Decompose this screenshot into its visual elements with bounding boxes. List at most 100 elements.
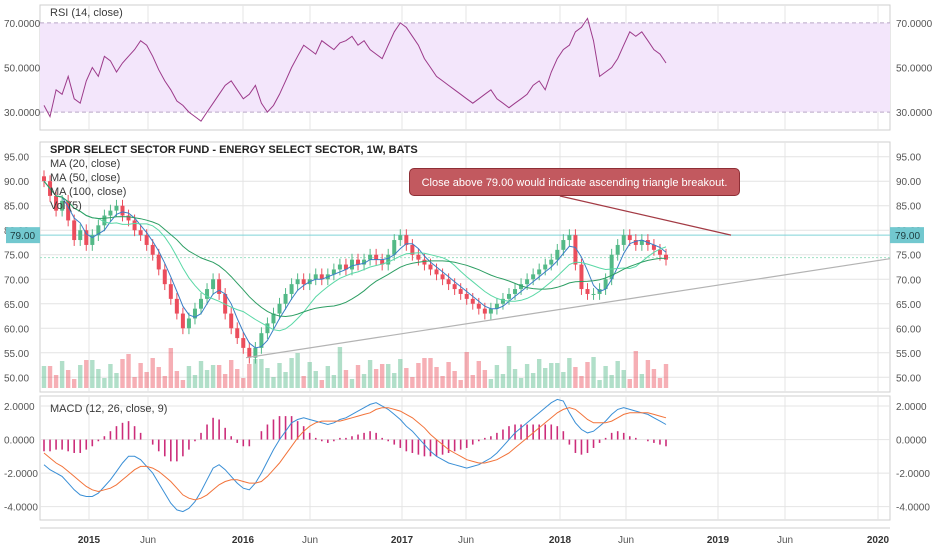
- volume-bar: [84, 360, 89, 388]
- volume-bar: [440, 376, 445, 388]
- volume-bar: [126, 354, 131, 388]
- volume-bar: [210, 365, 216, 388]
- candle-body: [349, 259, 354, 270]
- candle-body: [537, 269, 542, 275]
- candle-body: [506, 293, 511, 299]
- candle-body: [615, 244, 620, 255]
- volume-bar: [277, 363, 282, 388]
- candle-body: [301, 279, 306, 285]
- candle-body: [356, 259, 361, 265]
- price-tick-label-right: 55.00: [896, 349, 921, 360]
- candle-body: [174, 298, 179, 314]
- candle-body: [410, 244, 415, 255]
- price-tick-label-right: 75.00: [896, 251, 921, 262]
- candle-body: [567, 235, 572, 241]
- price-tick-label-left: 75.00: [4, 251, 29, 262]
- candle-body: [476, 303, 481, 309]
- volume-bar: [355, 365, 361, 388]
- candle-body: [247, 347, 252, 358]
- candle-body: [482, 308, 487, 314]
- volume-bar: [168, 348, 174, 388]
- volume-bar: [591, 357, 596, 388]
- candle-body: [440, 274, 445, 280]
- candle-body: [108, 210, 113, 216]
- candle-body: [603, 279, 608, 290]
- annotation-callout[interactable]: Close above 79.00 would indicate ascendi…: [409, 168, 740, 196]
- candle-body: [180, 313, 185, 329]
- volume-bar: [524, 364, 530, 388]
- volume-bar: [536, 359, 542, 388]
- legend-ma100[interactable]: MA (100, close): [50, 186, 127, 198]
- volume-bar: [343, 370, 349, 388]
- candle-body: [241, 338, 246, 348]
- candle-body: [500, 298, 505, 304]
- volume-bar: [452, 371, 457, 388]
- price-tick-label-left: 55.00: [4, 349, 29, 360]
- candle-body: [422, 259, 427, 265]
- volume-bar: [283, 372, 288, 388]
- volume-bar: [96, 369, 101, 388]
- x-tick-label: 2018: [549, 535, 572, 546]
- candle-body: [549, 259, 554, 265]
- candle-body: [84, 230, 89, 245]
- volume-bar: [518, 378, 524, 388]
- volume-bar: [579, 376, 584, 388]
- level-79-label-right: 79.00: [895, 231, 920, 242]
- legend-ma20[interactable]: MA (20, close): [50, 158, 121, 170]
- volume-bar: [549, 363, 554, 388]
- ma20-line: [43, 180, 667, 349]
- candle-body: [90, 235, 95, 245]
- candle-body: [639, 240, 644, 245]
- level-79-badge-right: [890, 227, 924, 244]
- rsi-title: RSI (14, close): [50, 7, 123, 19]
- signal-line: [43, 407, 667, 501]
- candle-body: [66, 200, 71, 221]
- rsi-tick-label-right: 50.0000: [896, 64, 932, 75]
- volume-bar: [331, 375, 337, 388]
- candle-body: [494, 303, 499, 309]
- price-tick-label-right: 65.00: [896, 300, 921, 311]
- x-tick-label: Jun: [777, 535, 793, 546]
- price-tick-label-left: 70.00: [4, 275, 29, 286]
- candle-body: [633, 240, 638, 245]
- annotation-connector: [559, 195, 732, 236]
- volume-bar: [386, 364, 391, 388]
- volume-bar: [259, 359, 264, 388]
- volume-bar: [216, 365, 222, 388]
- price-tick-label-left: 90.00: [4, 177, 29, 188]
- ascending-trendline: [245, 258, 891, 359]
- candle-body: [319, 274, 324, 280]
- candle-body: [464, 293, 469, 299]
- volume-bar: [253, 359, 258, 388]
- candle-body: [609, 254, 614, 280]
- candle-body: [277, 303, 282, 314]
- candle-body: [186, 318, 191, 329]
- volume-bar: [78, 365, 83, 388]
- volume-bar: [132, 377, 137, 388]
- candle-body: [337, 264, 342, 270]
- candle-body: [627, 235, 632, 241]
- candle-body: [470, 298, 475, 304]
- legend-ma50[interactable]: MA (50, close): [50, 172, 121, 184]
- candle-body: [162, 269, 167, 285]
- candle-body: [428, 264, 433, 270]
- volume-bar: [47, 366, 53, 388]
- macd-tick-label-left: 0.0000: [4, 436, 35, 447]
- volume-bar: [615, 361, 620, 388]
- candle-body: [199, 298, 204, 309]
- volume-bar: [567, 358, 572, 388]
- x-tick-label: 2017: [391, 535, 414, 546]
- macd-tick-label-left: -4.0000: [4, 503, 38, 514]
- candle-body: [211, 279, 216, 290]
- candle-body: [380, 259, 385, 265]
- volume-bar: [476, 361, 481, 388]
- legend-vol[interactable]: Vol (5): [50, 200, 82, 212]
- candle-body: [313, 274, 318, 280]
- rsi-band: [40, 22, 890, 113]
- candle-body: [138, 230, 143, 236]
- candle-body: [458, 289, 463, 294]
- candle-body: [265, 323, 270, 334]
- candle-body: [525, 279, 530, 285]
- volume-bar: [621, 370, 626, 388]
